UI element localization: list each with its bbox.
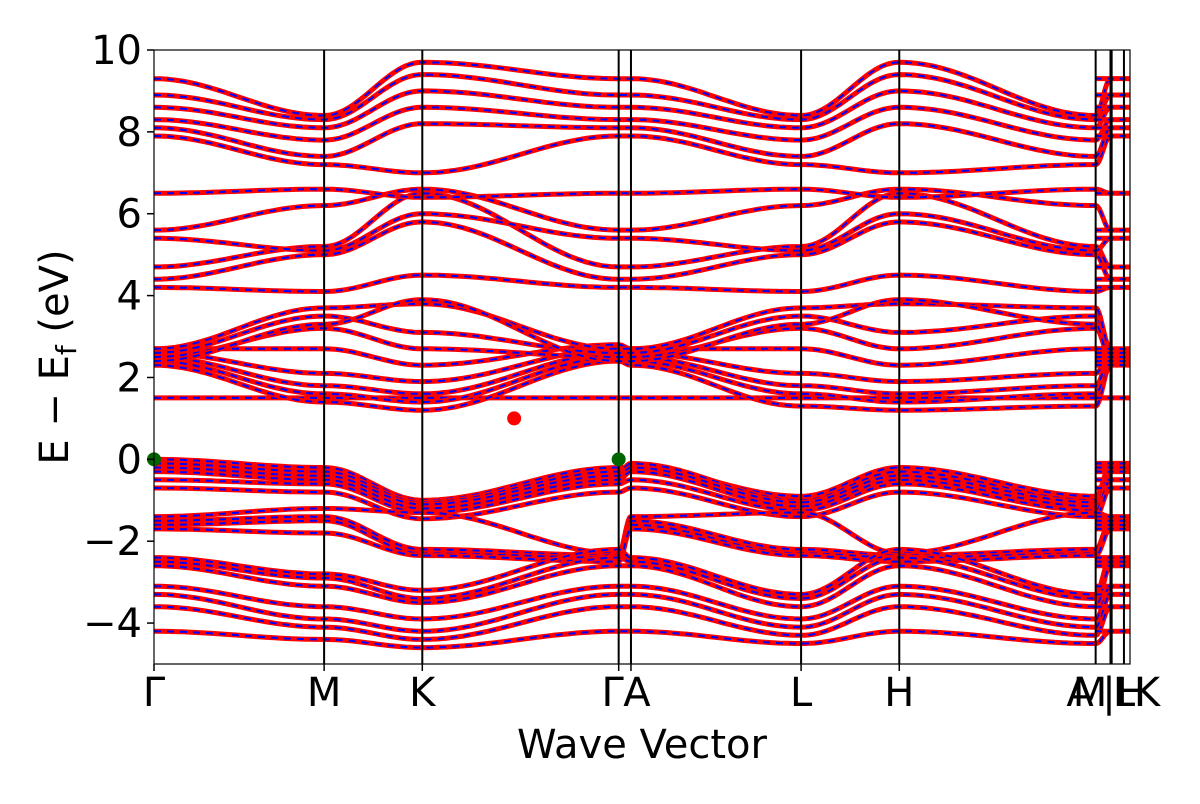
band-line-spin-down bbox=[154, 462, 1111, 504]
bands-layer bbox=[154, 59, 1130, 651]
x-tick-label: A bbox=[623, 670, 651, 716]
y-axis-title-main: E − E bbox=[32, 355, 78, 465]
band-line-spin-down bbox=[154, 73, 1111, 121]
plot-frame bbox=[153, 49, 1131, 665]
y-tick-label: −4 bbox=[83, 601, 142, 647]
y-axis-title-unit: (eV) bbox=[32, 249, 78, 345]
extrema-markers bbox=[147, 411, 626, 467]
y-tick-label: 8 bbox=[117, 110, 142, 156]
y-tick-label: 2 bbox=[117, 355, 142, 401]
cbm-marker bbox=[507, 411, 522, 426]
x-axis-ticks: Γ M K Γ A L H AM|LHK bbox=[143, 664, 1162, 716]
x-tick-label: L bbox=[790, 670, 813, 716]
x-tick-label: H bbox=[1116, 670, 1146, 716]
y-tick-label: 10 bbox=[91, 28, 142, 74]
x-tick-label: Γ bbox=[143, 670, 166, 716]
y-axis-title-sub: f bbox=[50, 344, 83, 355]
x-tick-label: | bbox=[1102, 670, 1115, 716]
high-symmetry-lines bbox=[323, 50, 1125, 664]
y-axis-title: E − Ef (eV) bbox=[32, 249, 83, 464]
band-line-spin-down bbox=[154, 188, 1111, 199]
x-tick-label: M bbox=[1073, 670, 1108, 716]
y-axis-ticks: −4 −2 0 2 4 6 8 10 bbox=[83, 28, 154, 647]
x-tick-label: K bbox=[1134, 670, 1162, 716]
vbm-marker bbox=[611, 452, 626, 467]
band-line-spin-down bbox=[154, 302, 1111, 350]
x-axis-title: Wave Vector bbox=[517, 722, 768, 768]
y-tick-label: 6 bbox=[117, 192, 142, 238]
x-tick-label: A bbox=[1066, 670, 1094, 716]
y-tick-label: −2 bbox=[83, 519, 142, 565]
x-tick-label: M bbox=[307, 670, 342, 716]
x-tick-label: K bbox=[409, 670, 437, 716]
band-line-spin-up bbox=[154, 186, 1113, 200]
y-tick-label: 4 bbox=[117, 274, 142, 320]
y-tick-label: 0 bbox=[117, 437, 142, 483]
x-tick-label: H bbox=[884, 670, 914, 716]
x-tick-label: Γ bbox=[602, 670, 625, 716]
x-tick-label: L bbox=[1113, 670, 1136, 716]
